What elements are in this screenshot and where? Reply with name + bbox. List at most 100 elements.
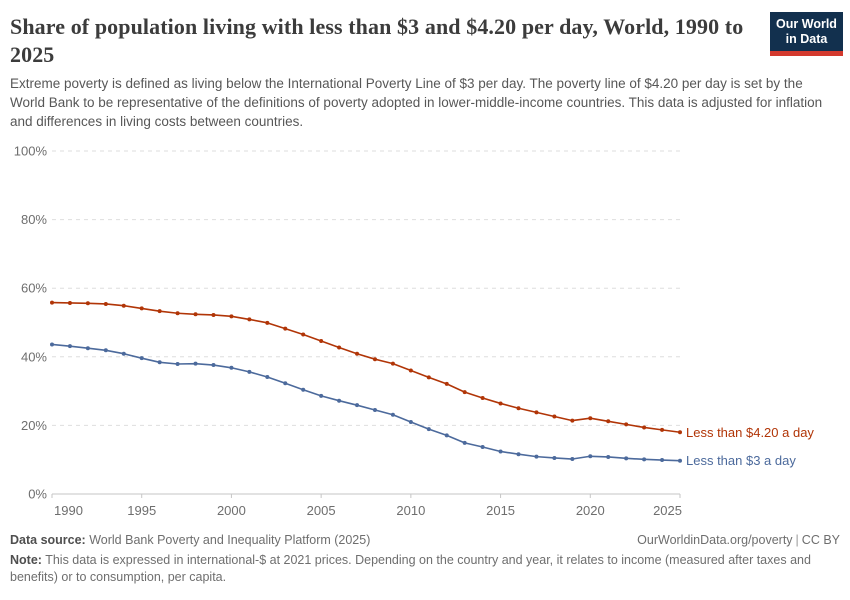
data-point-less-than-3-a-day-2004 — [301, 387, 306, 392]
x-axis-label: 2020 — [576, 503, 605, 518]
series-line-less-than-3-a-day — [51, 343, 681, 462]
data-point-less-than-3-a-day-2009 — [390, 412, 395, 417]
data-point-less-than-4-20-a-day-1997 — [175, 311, 180, 316]
data-point-less-than-4-20-a-day-2024 — [660, 427, 665, 432]
data-point-less-than-3-a-day-2001 — [247, 369, 252, 374]
data-point-less-than-3-a-day-2013 — [462, 440, 467, 445]
data-point-less-than-3-a-day-2018 — [552, 455, 557, 460]
data-point-less-than-4-20-a-day-2019 — [570, 418, 575, 423]
data-point-less-than-4-20-a-day-2022 — [624, 422, 629, 427]
chart-note: Note: This data is expressed in internat… — [10, 552, 818, 586]
note-value: This data is expressed in international-… — [10, 553, 811, 584]
data-point-less-than-4-20-a-day-2000 — [229, 314, 234, 319]
data-point-less-than-4-20-a-day-1990 — [50, 300, 54, 305]
attribution-separator: | — [795, 533, 799, 547]
data-point-less-than-4-20-a-day-2011 — [426, 375, 431, 380]
data-point-less-than-3-a-day-2017 — [534, 454, 539, 459]
data-point-less-than-4-20-a-day-2009 — [390, 361, 395, 366]
chart-subtitle: Extreme poverty is defined as living bel… — [10, 76, 823, 129]
data-point-less-than-3-a-day-2020 — [588, 454, 593, 459]
data-point-less-than-3-a-day-1995 — [139, 356, 144, 361]
chart-footer: Data source: World Bank Poverty and Ineq… — [10, 532, 840, 586]
data-point-less-than-3-a-day-1991 — [67, 344, 72, 349]
x-axis-label: 2000 — [217, 503, 246, 518]
x-axis-label: 2015 — [486, 503, 515, 518]
data-point-less-than-4-20-a-day-2008 — [372, 357, 377, 362]
logo-line2: in Data — [785, 31, 828, 46]
x-axis-label: 1990 — [54, 503, 83, 518]
data-point-less-than-4-20-a-day-1995 — [139, 306, 144, 311]
data-point-less-than-4-20-a-day-2012 — [444, 381, 449, 386]
data-point-less-than-4-20-a-day-2005 — [319, 339, 324, 344]
series-label-less-than-3-a-day: Less than $3 a day — [686, 453, 796, 468]
y-axis-label: 80% — [21, 212, 47, 227]
data-point-less-than-4-20-a-day-2010 — [408, 368, 413, 373]
data-point-less-than-3-a-day-1990 — [50, 342, 54, 347]
data-point-less-than-3-a-day-2006 — [337, 398, 342, 403]
data-source-label: Data source: — [10, 533, 86, 547]
license-label: CC BY — [801, 533, 840, 547]
data-point-less-than-3-a-day-2021 — [606, 454, 611, 459]
data-point-less-than-3-a-day-2022 — [624, 456, 629, 461]
data-source-value: World Bank Poverty and Inequality Platfo… — [89, 533, 371, 547]
footer-link[interactable]: OurWorldinData.org/poverty — [637, 533, 793, 547]
data-source: Data source: World Bank Poverty and Ineq… — [10, 532, 370, 549]
data-point-less-than-4-20-a-day-2025 — [678, 430, 682, 435]
data-point-less-than-4-20-a-day-2017 — [534, 410, 539, 415]
x-axis-label: 1995 — [127, 503, 156, 518]
data-point-less-than-3-a-day-2025 — [678, 458, 682, 463]
data-point-less-than-4-20-a-day-2004 — [301, 332, 306, 337]
y-axis-label: 0% — [28, 487, 47, 502]
data-point-less-than-4-20-a-day-1996 — [157, 309, 162, 314]
data-point-less-than-3-a-day-2011 — [426, 427, 431, 432]
data-point-less-than-3-a-day-1996 — [157, 360, 162, 365]
data-point-less-than-3-a-day-2007 — [355, 403, 360, 408]
y-axis-label: 100% — [14, 144, 48, 159]
data-point-less-than-3-a-day-2012 — [444, 433, 449, 438]
data-point-less-than-3-a-day-2019 — [570, 457, 575, 462]
note-label: Note: — [10, 553, 42, 567]
data-point-less-than-4-20-a-day-2016 — [516, 406, 521, 411]
data-point-less-than-4-20-a-day-2002 — [265, 320, 270, 325]
attribution: OurWorldinData.org/poverty | CC BY — [637, 532, 840, 549]
chart-svg: 0% 20% 40% 60% 80% 100% 1990 1995 2000 2005 2010 20… — [14, 144, 815, 519]
data-point-less-than-4-20-a-day-2006 — [337, 345, 342, 350]
data-point-less-than-3-a-day-1998 — [193, 361, 198, 366]
data-point-less-than-3-a-day-1992 — [85, 346, 90, 351]
data-point-less-than-3-a-day-2003 — [283, 381, 288, 386]
data-point-less-than-3-a-day-2010 — [408, 419, 413, 424]
data-point-less-than-4-20-a-day-2015 — [498, 401, 503, 406]
data-point-less-than-4-20-a-day-2013 — [462, 390, 467, 395]
data-point-less-than-4-20-a-day-2018 — [552, 414, 557, 419]
data-point-less-than-4-20-a-day-1991 — [67, 300, 72, 305]
data-point-less-than-3-a-day-1993 — [103, 348, 108, 353]
x-axis-label: 2005 — [307, 503, 336, 518]
data-point-less-than-3-a-day-1994 — [121, 351, 126, 356]
data-point-less-than-3-a-day-2005 — [319, 393, 324, 398]
data-point-less-than-4-20-a-day-2021 — [606, 419, 611, 424]
data-point-less-than-4-20-a-day-2014 — [480, 395, 485, 400]
page-title: Share of population living with less tha… — [10, 14, 744, 67]
data-point-less-than-3-a-day-2023 — [642, 457, 647, 462]
data-point-less-than-3-a-day-2014 — [480, 445, 485, 450]
data-point-less-than-4-20-a-day-2001 — [247, 317, 252, 322]
series-line-less-than-4-20-a-day — [51, 301, 681, 434]
y-axis-label: 20% — [21, 418, 47, 433]
data-point-less-than-4-20-a-day-2007 — [355, 351, 360, 356]
data-point-less-than-4-20-a-day-1999 — [211, 312, 216, 317]
data-point-less-than-4-20-a-day-1993 — [103, 301, 108, 306]
data-point-less-than-3-a-day-2002 — [265, 375, 270, 380]
y-axis-label: 40% — [21, 349, 47, 364]
data-point-less-than-3-a-day-2008 — [372, 407, 377, 412]
data-point-less-than-4-20-a-day-2003 — [283, 326, 288, 331]
data-point-less-than-3-a-day-2016 — [516, 452, 521, 457]
data-point-less-than-3-a-day-2024 — [660, 458, 665, 463]
data-point-less-than-3-a-day-1997 — [175, 362, 180, 367]
data-point-less-than-3-a-day-2015 — [498, 449, 503, 454]
series-label-less-than-4-20-a-day: Less than $4.20 a day — [686, 425, 814, 440]
owid-logo: Our World in Data — [770, 12, 843, 56]
data-point-less-than-4-20-a-day-1992 — [85, 301, 90, 306]
data-point-less-than-4-20-a-day-1998 — [193, 312, 198, 317]
data-point-less-than-3-a-day-2000 — [229, 365, 234, 370]
